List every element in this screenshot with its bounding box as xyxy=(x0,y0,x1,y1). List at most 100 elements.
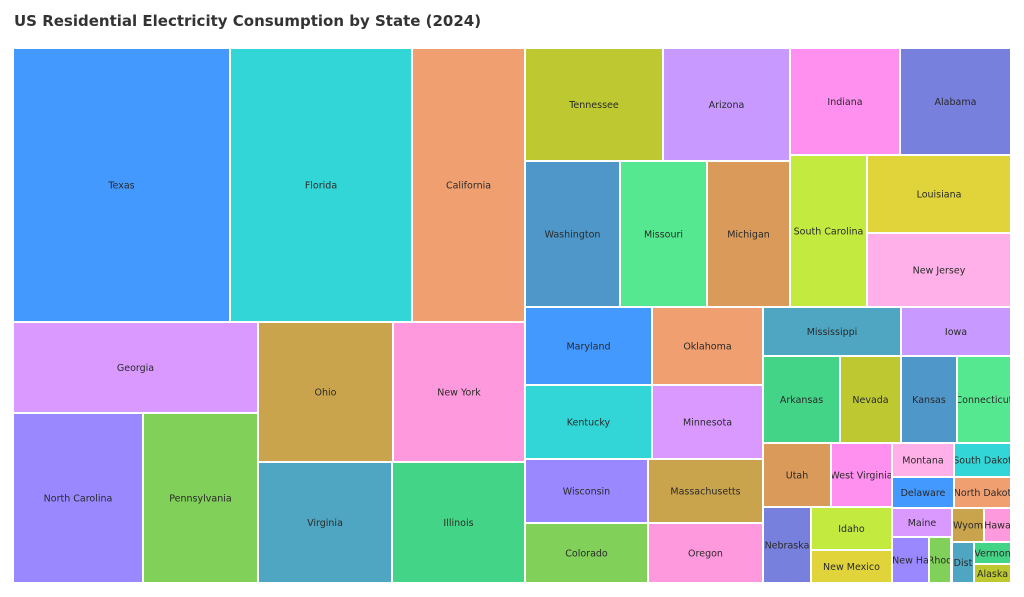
tile-label-north-dakot: North Dakot xyxy=(954,488,1012,499)
tile-label-washington: Washington xyxy=(545,230,601,241)
tile-south-carolina[interactable] xyxy=(791,156,866,306)
tile-label-massachusetts: Massachusetts xyxy=(670,487,740,498)
tile-georgia[interactable] xyxy=(14,323,257,412)
tile-label-montana: Montana xyxy=(902,456,943,467)
tile-michigan[interactable] xyxy=(708,162,789,306)
tile-label-nevada: Nevada xyxy=(852,395,888,406)
tile-label-dist: Dist xyxy=(954,558,973,569)
tile-south-dakot[interactable] xyxy=(955,444,1010,476)
tile-label-connecticut: Connecticut xyxy=(956,395,1013,406)
tile-arizona[interactable] xyxy=(664,49,789,160)
tile-label-wisconsin: Wisconsin xyxy=(563,487,610,498)
tile-label-rhod: Rhod xyxy=(928,556,952,567)
tile-illinois[interactable] xyxy=(393,463,524,582)
tile-north-dakot[interactable] xyxy=(955,478,1010,507)
tile-ohio[interactable] xyxy=(259,323,392,461)
tile-nevada[interactable] xyxy=(841,357,900,442)
tile-washington[interactable] xyxy=(526,162,619,306)
tile-label-south-carolina: South Carolina xyxy=(794,227,864,238)
tile-label-delaware: Delaware xyxy=(901,488,946,499)
tile-louisiana[interactable] xyxy=(868,156,1010,232)
tile-montana[interactable] xyxy=(893,444,953,476)
tile-label-new-ha: New Ha xyxy=(892,556,929,567)
tile-arkansas[interactable] xyxy=(764,357,839,442)
tile-label-new-york: New York xyxy=(437,388,481,399)
tile-label-hawa: Hawa xyxy=(984,521,1011,532)
tile-iowa[interactable] xyxy=(902,308,1010,355)
tile-oregon[interactable] xyxy=(649,524,762,582)
tile-label-georgia: Georgia xyxy=(117,363,154,374)
tile-wisconsin[interactable] xyxy=(526,460,647,522)
tile-new-mexico[interactable] xyxy=(812,551,891,582)
tile-label-mississippi: Mississippi xyxy=(807,327,858,338)
tile-maryland[interactable] xyxy=(526,308,651,384)
tile-idaho[interactable] xyxy=(812,508,891,549)
tile-label-vermon: Vermon xyxy=(974,549,1010,560)
tile-utah[interactable] xyxy=(764,444,830,506)
tile-california[interactable] xyxy=(413,49,524,321)
tile-label-new-mexico: New Mexico xyxy=(823,562,880,573)
tile-texas[interactable] xyxy=(14,49,229,321)
tile-label-maryland: Maryland xyxy=(566,342,610,353)
tile-label-south-dakot: South Dakot xyxy=(953,456,1012,467)
tile-wyom[interactable] xyxy=(953,509,983,541)
tile-tennessee[interactable] xyxy=(526,49,662,160)
tile-oklahoma[interactable] xyxy=(653,308,762,384)
tile-label-california: California xyxy=(446,181,491,192)
tile-label-kentucky: Kentucky xyxy=(567,418,611,429)
tile-massachusetts[interactable] xyxy=(649,460,762,522)
tile-label-kansas: Kansas xyxy=(912,395,946,406)
tile-florida[interactable] xyxy=(231,49,411,321)
tile-alaska[interactable] xyxy=(975,565,1010,582)
tile-west-virginia[interactable] xyxy=(832,444,891,506)
tile-label-tennessee: Tennessee xyxy=(568,100,619,111)
tile-label-florida: Florida xyxy=(305,181,337,192)
tile-new-york[interactable] xyxy=(394,323,524,461)
chart-title: US Residential Electricity Consumption b… xyxy=(14,12,482,30)
tile-label-minnesota: Minnesota xyxy=(683,418,732,429)
tile-new-ha[interactable] xyxy=(893,538,928,582)
tile-colorado[interactable] xyxy=(526,524,647,582)
tile-label-arkansas: Arkansas xyxy=(780,395,823,406)
tile-label-idaho: Idaho xyxy=(838,524,865,535)
tile-label-alaska: Alaska xyxy=(977,569,1008,580)
tile-label-west-virginia: West Virginia xyxy=(830,471,892,482)
tile-label-nebraska: Nebraska xyxy=(765,541,810,552)
tile-label-indiana: Indiana xyxy=(827,97,862,108)
tile-label-michigan: Michigan xyxy=(727,230,770,241)
tile-north-carolina[interactable] xyxy=(14,414,142,582)
tile-label-alabama: Alabama xyxy=(935,97,977,108)
tile-label-utah: Utah xyxy=(786,471,809,482)
tile-label-texas: Texas xyxy=(107,181,134,192)
tile-connecticut[interactable] xyxy=(958,357,1010,442)
tile-nebraska[interactable] xyxy=(764,508,810,582)
tile-pennsylvania[interactable] xyxy=(144,414,257,582)
tile-alabama[interactable] xyxy=(901,49,1010,154)
tile-minnesota[interactable] xyxy=(653,386,762,458)
tile-mississippi[interactable] xyxy=(764,308,900,355)
tile-missouri[interactable] xyxy=(621,162,706,306)
tile-dist[interactable] xyxy=(953,543,973,582)
tile-label-maine: Maine xyxy=(908,518,937,529)
tile-delaware[interactable] xyxy=(893,478,953,507)
tile-new-jersey[interactable] xyxy=(868,234,1010,306)
tile-kansas[interactable] xyxy=(902,357,956,442)
tile-label-ohio: Ohio xyxy=(315,388,337,399)
tile-label-colorado: Colorado xyxy=(565,549,608,560)
tile-rhod[interactable] xyxy=(930,538,950,582)
tile-label-iowa: Iowa xyxy=(945,327,967,338)
tile-label-oregon: Oregon xyxy=(688,549,723,560)
tile-label-oklahoma: Oklahoma xyxy=(683,342,731,353)
tile-vermon[interactable] xyxy=(975,543,1010,563)
tile-indiana[interactable] xyxy=(791,49,899,154)
tile-kentucky[interactable] xyxy=(526,386,651,458)
tile-virginia[interactable] xyxy=(259,463,391,582)
tile-label-north-carolina: North Carolina xyxy=(44,494,113,505)
tile-label-pennsylvania: Pennsylvania xyxy=(169,494,231,505)
tile-label-louisiana: Louisiana xyxy=(917,190,962,201)
tile-hawa[interactable] xyxy=(985,509,1010,541)
tile-maine[interactable] xyxy=(893,509,951,536)
tile-label-virginia: Virginia xyxy=(307,518,343,529)
tile-label-missouri: Missouri xyxy=(644,230,683,241)
